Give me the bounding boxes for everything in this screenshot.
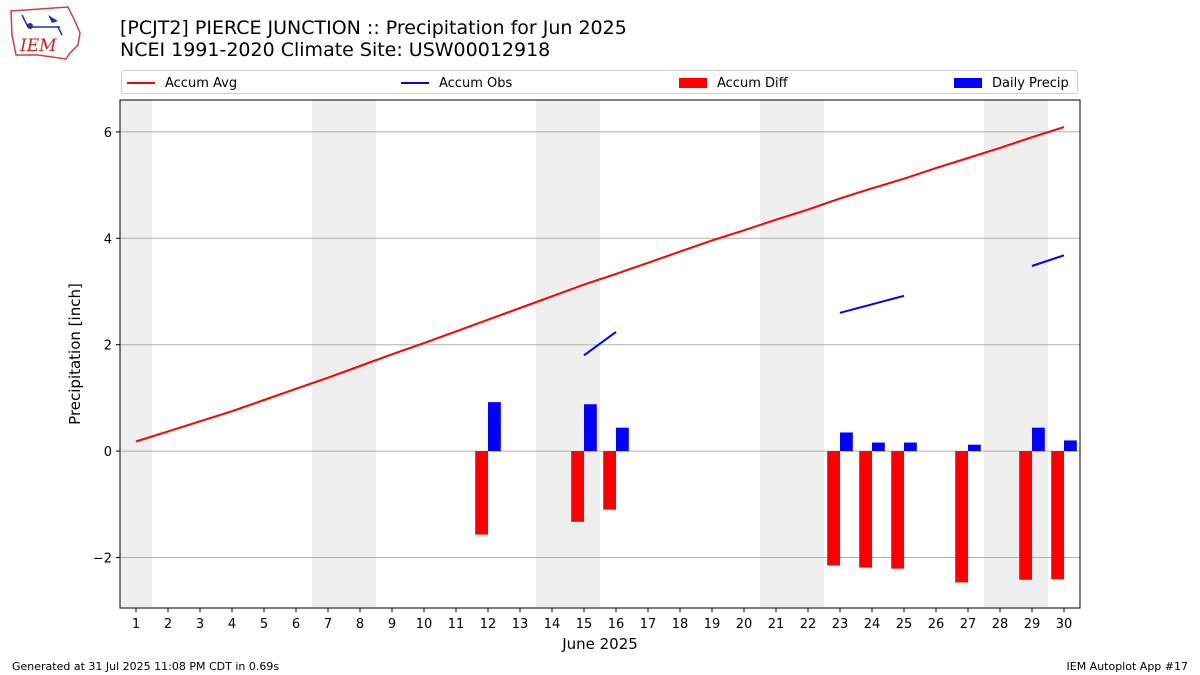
weekend-band-15 (568, 100, 600, 608)
x-axis-label: June 2025 (561, 635, 638, 653)
chart-legend: Accum Avg Accum Obs Accum Diff Daily Pre… (121, 70, 1078, 94)
x-tick-label-14: 14 (544, 617, 561, 632)
x-tick-label-15: 15 (576, 617, 593, 632)
x-tick-label-21: 21 (768, 617, 785, 632)
legend-item-accum-avg: Accum Avg (127, 74, 237, 92)
x-tick-label-17: 17 (640, 617, 657, 632)
y-tick-label-3: 4 (104, 232, 112, 247)
bars (475, 402, 1077, 583)
logo-text: IEM (19, 36, 57, 56)
accum-diff-bar-day-30 (1051, 451, 1064, 580)
legend-label-daily-precip: Daily Precip (992, 75, 1069, 91)
x-tick-label-5: 5 (260, 617, 268, 632)
x-tick-label-24: 24 (864, 617, 881, 632)
legend-label-accum-obs: Accum Obs (439, 75, 513, 91)
daily-precip-bar-day-25 (904, 442, 917, 452)
daily-precip-bar-day-29 (1032, 427, 1045, 452)
weather-station-icon (21, 14, 63, 36)
weekend-band-14 (536, 100, 568, 608)
x-tick-label-23: 23 (832, 617, 849, 632)
x-tick-label-18: 18 (672, 617, 689, 632)
daily-precip-bar-day-23 (840, 432, 853, 452)
accum-diff-bar-day-15 (571, 451, 584, 522)
x-tick-label-27: 27 (960, 617, 977, 632)
x-tick-label-30: 30 (1056, 617, 1073, 632)
accum-obs-line-2 (1031, 254, 1065, 267)
y-tick-label-0: −2 (93, 551, 112, 566)
weekend-band-7 (312, 100, 344, 608)
x-tick-label-8: 8 (356, 617, 364, 632)
accum-diff-bar-day-23 (827, 451, 840, 566)
y-tick-label-4: 6 (104, 126, 112, 141)
daily-precip-bar-day-27 (968, 444, 981, 452)
accum-diff-bar-day-25 (891, 451, 904, 569)
x-tick-label-6: 6 (292, 617, 300, 632)
accum-diff-bar-day-29 (1019, 451, 1032, 580)
legend-swatch-daily-precip (954, 78, 982, 88)
iem-logo: IEM (10, 6, 81, 60)
weekend-band-28 (984, 100, 1016, 608)
x-tick-label-11: 11 (448, 617, 465, 632)
x-tick-label-25: 25 (896, 617, 913, 632)
daily-precip-bar-day-30 (1064, 440, 1077, 452)
x-tick-label-16: 16 (608, 617, 625, 632)
y-tick-label-2: 2 (104, 339, 112, 354)
weekend-band-8 (344, 100, 376, 608)
chart-title: [PCJT2] PIERCE JUNCTION :: Precipitation… (120, 17, 627, 39)
x-tick-label-9: 9 (388, 617, 396, 632)
x-tick-label-20: 20 (736, 617, 753, 632)
accum-diff-bar-day-24 (859, 451, 872, 568)
accum-avg-line-0 (135, 126, 1065, 443)
x-tick-label-13: 13 (512, 617, 529, 632)
weekend-band-1 (120, 100, 152, 608)
y-tick-label-1: 0 (104, 445, 112, 460)
x-tick-label-1: 1 (132, 617, 140, 632)
legend-item-accum-obs: Accum Obs (401, 74, 512, 92)
x-tick-label-12: 12 (480, 617, 497, 632)
x-tick-label-19: 19 (704, 617, 721, 632)
x-tick-label-28: 28 (992, 617, 1009, 632)
accum-diff-bar-day-12 (475, 451, 488, 535)
legend-swatch-accum-avg (127, 82, 155, 84)
x-tick-label-29: 29 (1024, 617, 1041, 632)
x-tick-label-4: 4 (228, 617, 236, 632)
weekend-shading (120, 100, 1048, 608)
accum-diff-bar-day-16 (603, 451, 616, 510)
x-tick-label-7: 7 (324, 617, 332, 632)
x-tick-label-2: 2 (164, 617, 172, 632)
x-tick-label-26: 26 (928, 617, 945, 632)
legend-swatch-accum-diff (679, 78, 707, 88)
weekend-band-21 (760, 100, 792, 608)
accum-obs-line-1 (839, 294, 905, 314)
weekend-band-22 (792, 100, 824, 608)
footer-generated-text: Generated at 31 Jul 2025 11:08 PM CDT in… (12, 660, 280, 673)
legend-item-accum-diff: Accum Diff (679, 74, 788, 92)
plot-frame (119, 99, 1081, 609)
chart-subtitle: NCEI 1991-2020 Climate Site: USW00012918 (120, 39, 551, 61)
y-axis-ticks: −2 0 2 4 6 (93, 126, 120, 566)
series-lines (135, 126, 1065, 443)
accum-obs-line-0 (583, 331, 617, 357)
daily-precip-bar-day-15 (584, 404, 597, 452)
daily-precip-bar-day-12 (488, 402, 501, 452)
daily-precip-bar-day-24 (872, 442, 885, 452)
y-axis-label: Precipitation [inch] (66, 283, 84, 425)
legend-item-daily-precip: Daily Precip (954, 74, 1069, 92)
x-axis-ticks: 1 2 3 4 5 6 7 8 9 10 11 12 13 14 15 16 17 18 19 20 21 22 23 24 2… (132, 608, 1072, 632)
footer-app-text: IEM Autoplot App #17 (1066, 660, 1189, 673)
x-tick-label-3: 3 (196, 617, 204, 632)
legend-swatch-accum-obs (401, 82, 429, 84)
x-tick-label-10: 10 (416, 617, 433, 632)
x-tick-label-22: 22 (800, 617, 817, 632)
daily-precip-bar-day-16 (616, 427, 629, 452)
legend-label-accum-avg: Accum Avg (165, 75, 238, 91)
legend-label-accum-diff: Accum Diff (717, 75, 788, 91)
accum-diff-bar-day-27 (955, 451, 968, 583)
